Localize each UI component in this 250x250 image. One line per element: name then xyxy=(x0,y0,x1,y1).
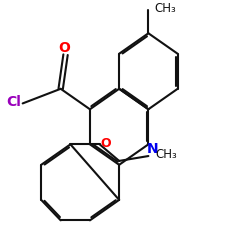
Text: CH₃: CH₃ xyxy=(154,2,176,15)
Text: O: O xyxy=(100,137,111,150)
Text: N: N xyxy=(147,142,158,156)
Text: CH₃: CH₃ xyxy=(155,148,177,161)
Text: O: O xyxy=(59,41,70,55)
Text: Cl: Cl xyxy=(6,95,21,109)
